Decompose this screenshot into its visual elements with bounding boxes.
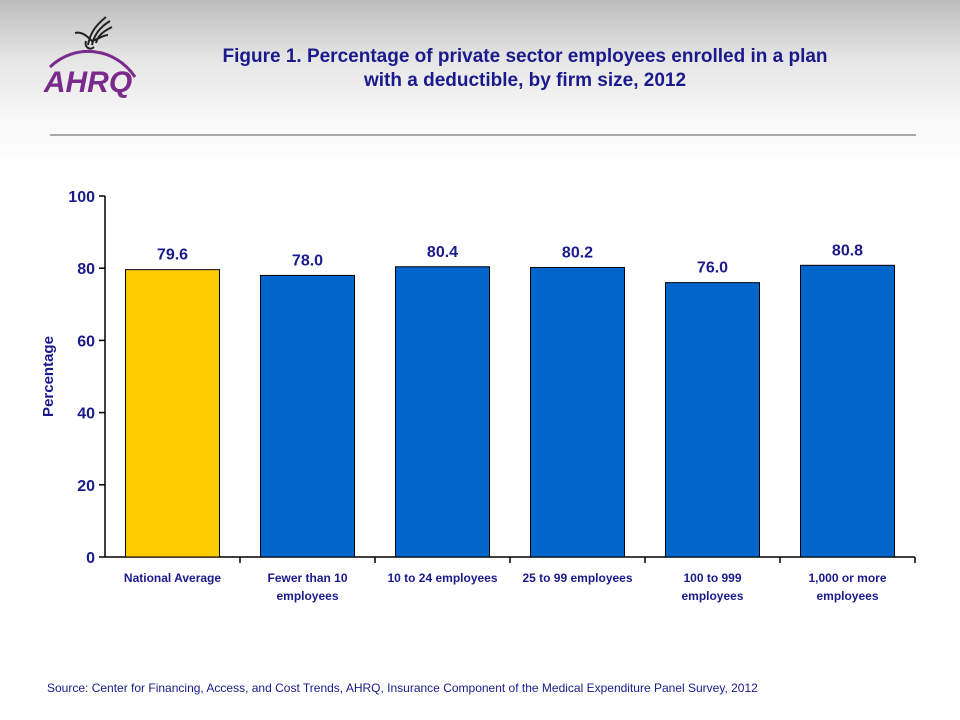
- y-tick-label: 100: [68, 189, 95, 206]
- y-tick-label: 60: [77, 333, 95, 350]
- x-tick-label: Fewer than 10: [267, 571, 347, 585]
- bar: [665, 282, 760, 558]
- chart-title: Figure 1. Percentage of private sector e…: [222, 46, 828, 91]
- y-tick-label: 40: [77, 406, 95, 423]
- hhs-eagle-icon: [74, 16, 113, 50]
- x-tick-label: 1,000 or more: [808, 571, 886, 585]
- bar: [125, 269, 220, 558]
- x-tick-label: employees: [816, 589, 878, 603]
- data-label: 79.6: [157, 247, 188, 264]
- x-tick-label: 10 to 24 employees: [387, 571, 497, 585]
- data-label: 78.0: [292, 252, 323, 269]
- ahrq-logo: AHRQ: [43, 16, 137, 99]
- title-divider: [50, 134, 916, 136]
- x-tick-label: National Average: [124, 571, 221, 585]
- x-tick-label: employees: [681, 589, 743, 603]
- x-tick-label: employees: [276, 589, 338, 603]
- bar: [260, 274, 355, 558]
- x-tick-label: 25 to 99 employees: [522, 571, 632, 585]
- bar: [395, 266, 490, 558]
- data-label: 80.2: [562, 244, 593, 261]
- svg-text:AHRQ: AHRQ: [43, 66, 132, 99]
- data-label: 76.0: [697, 260, 728, 277]
- y-axis-title: Percentage: [40, 336, 57, 417]
- data-label: 80.8: [832, 242, 863, 259]
- y-tick-label: 20: [77, 478, 95, 495]
- source-note: Source: Center for Financing, Access, an…: [47, 681, 758, 695]
- logo-arc: [48, 49, 137, 78]
- bar: [800, 264, 895, 558]
- y-tick-label: 0: [86, 550, 95, 567]
- bar: [530, 266, 625, 558]
- x-tick-label: 100 to 999: [683, 571, 741, 585]
- y-tick-label: 80: [77, 261, 95, 278]
- data-label: 80.4: [427, 244, 458, 261]
